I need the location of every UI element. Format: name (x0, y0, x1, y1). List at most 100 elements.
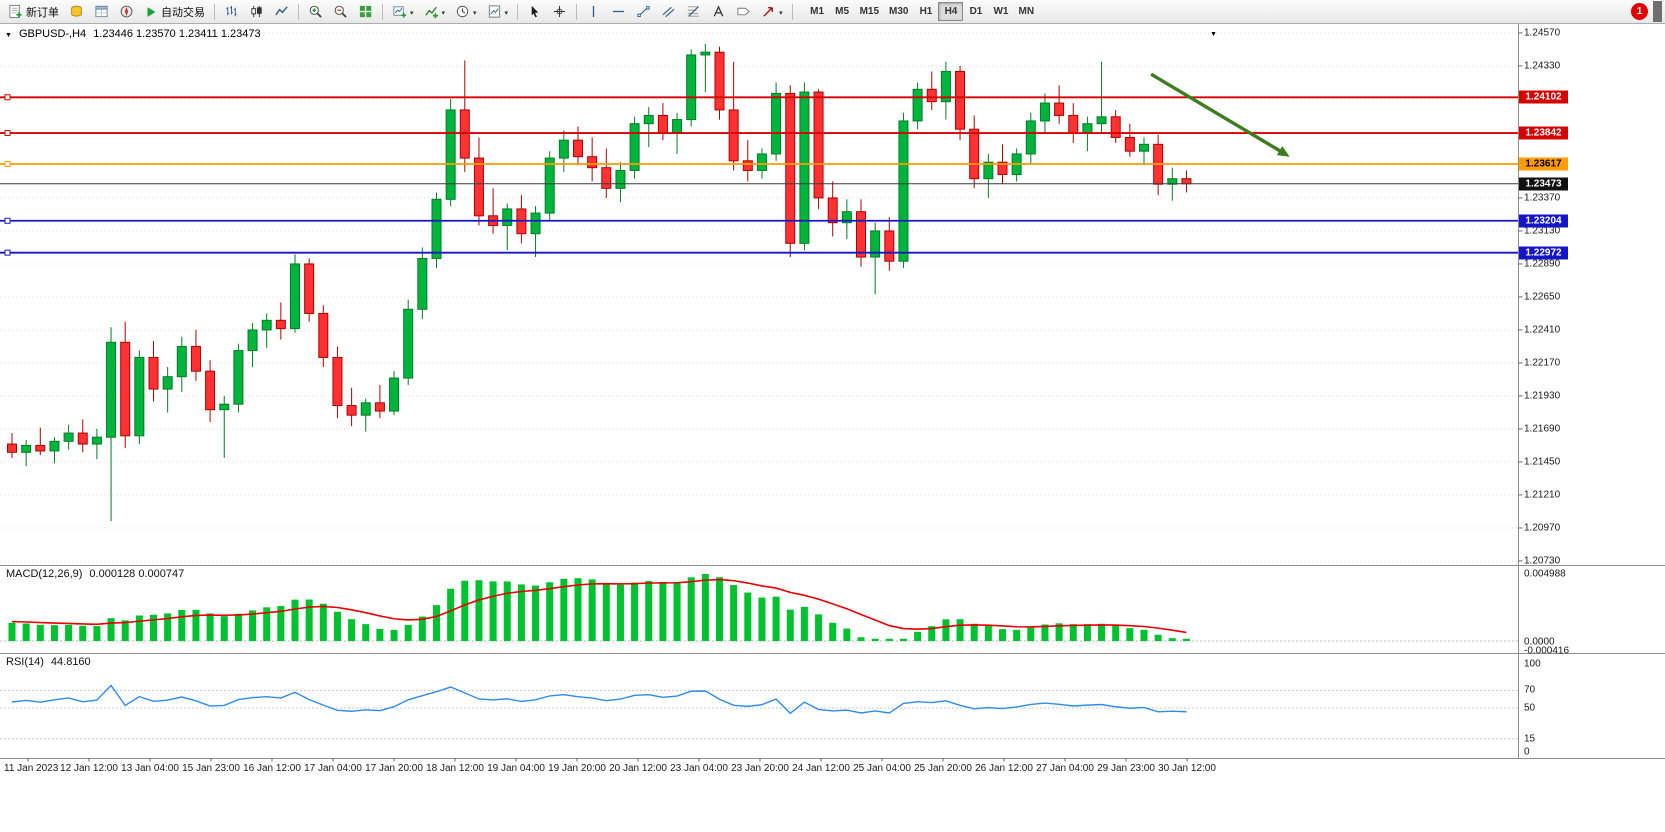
crosshair-button[interactable] (547, 2, 572, 22)
zoom-out-button[interactable] (328, 2, 353, 22)
macd-histogram-bar (588, 579, 596, 642)
trendline-tool-button[interactable] (631, 2, 656, 22)
trend-arrow-line[interactable] (1150, 72, 1286, 156)
line-chart-button[interactable] (269, 2, 294, 22)
macd-histogram-bar (234, 613, 242, 642)
timeframe-toolbar: M1 M5 M15 M30 H1 H4 D1 W1 MN (805, 2, 1039, 21)
line-handle[interactable] (4, 130, 11, 137)
text-tool-button[interactable] (706, 2, 731, 22)
timeframe-M1[interactable]: M1 (805, 2, 830, 21)
macd-histogram-bar (8, 622, 16, 642)
macd-histogram-bar (291, 599, 299, 642)
timeframe-H4[interactable]: H4 (938, 2, 964, 21)
timeframe-H1[interactable]: H1 (913, 2, 938, 21)
macd-histogram-bar (404, 624, 412, 642)
macd-histogram-bar (178, 609, 186, 642)
data-window-button[interactable] (89, 2, 114, 22)
symbol-period-label: GBPUSD-,H4 (18, 28, 87, 40)
label-tool-button[interactable] (731, 2, 756, 22)
macd-histogram-bar (150, 614, 157, 642)
periods-button[interactable] (450, 2, 482, 22)
time-axis-label: 24 Jan 12:00 (792, 763, 850, 774)
candlestick-chart-button[interactable] (244, 2, 269, 22)
line-handle[interactable] (4, 160, 11, 167)
candle-body (1068, 114, 1079, 134)
toolbar: 新订单 自动交易 (0, 0, 1665, 24)
label-icon (737, 7, 750, 16)
line-handle[interactable] (4, 249, 11, 256)
chart-shift-marker[interactable] (1210, 23, 1217, 41)
tile-windows-button[interactable] (353, 2, 378, 22)
candle-body (657, 114, 668, 134)
price-level-badge: 1.23617 (1519, 157, 1568, 171)
candle-body (700, 51, 711, 56)
arrows-tool-button[interactable] (756, 2, 788, 22)
timeframe-M5[interactable]: M5 (830, 2, 855, 21)
candle-body (785, 92, 796, 244)
candle-body (1181, 178, 1192, 185)
vertical-line-tool-button[interactable] (581, 2, 606, 22)
candle-body (912, 88, 923, 122)
candle-body (176, 345, 187, 378)
timeframe-D1[interactable]: D1 (963, 2, 988, 21)
macd-histogram-bar (730, 585, 738, 642)
text-icon (713, 5, 724, 17)
autotrading-button[interactable]: 自动交易 (139, 2, 210, 22)
trend-arrow-head[interactable] (1276, 146, 1290, 157)
candle-body (983, 161, 994, 180)
candle-body (275, 319, 286, 330)
new-order-button[interactable]: 新订单 (3, 2, 64, 22)
new-chart-button[interactable] (387, 2, 419, 22)
channel-tool-button[interactable] (656, 2, 681, 22)
candle-body (1110, 116, 1121, 138)
macd-histogram-bar (1126, 628, 1134, 642)
candle-body (261, 319, 272, 331)
candle-body (714, 51, 725, 111)
rsi-axis-label: 50 (1524, 702, 1536, 714)
market-watch-button[interactable] (64, 2, 89, 22)
zoom-in-button[interactable] (303, 2, 328, 22)
candle-body (1039, 102, 1050, 122)
price-tick-label: 1.22410 (1524, 324, 1561, 336)
macd-histogram-bar (829, 622, 837, 642)
timeframe-W1[interactable]: W1 (988, 2, 1013, 21)
bar-chart-button[interactable] (219, 2, 244, 22)
cursor-button[interactable] (522, 2, 547, 22)
price-tick-label: 1.24330 (1524, 60, 1561, 72)
macd-histogram-bar (602, 582, 610, 642)
timeframe-M15[interactable]: M15 (855, 2, 884, 21)
templates-button[interactable] (482, 2, 514, 22)
navigator-button[interactable] (114, 2, 139, 22)
price-tick-label: 1.21450 (1524, 456, 1561, 468)
rsi-panel-label: RSI(14) 44.8160 (6, 656, 91, 668)
macd-histogram-bar (249, 610, 257, 642)
time-axis-label: 19 Jan 20:00 (548, 763, 606, 774)
line-handle[interactable] (4, 94, 11, 101)
indicators-button[interactable] (419, 2, 451, 22)
candle-body (190, 345, 201, 372)
timeframe-MN[interactable]: MN (1013, 2, 1039, 21)
crosshair-icon (553, 5, 566, 18)
candle-body (827, 197, 838, 224)
candle-body (445, 109, 456, 200)
notification-badge[interactable]: 1 (1631, 3, 1648, 20)
candle-body (431, 198, 442, 259)
zoom-out-icon (334, 5, 347, 18)
macd-histogram-bar (928, 626, 936, 642)
candle-body (332, 356, 343, 407)
timeframe-M30[interactable]: M30 (884, 2, 913, 21)
horizontal-line-tool-button[interactable] (606, 2, 631, 22)
macd-histogram-bar (1027, 627, 1035, 642)
indicators-icon (424, 6, 438, 19)
macd-histogram-bar (319, 603, 327, 642)
time-axis-label: 29 Jan 23:00 (1097, 763, 1155, 774)
fibonacci-tool-button[interactable] (681, 2, 706, 22)
collapse-ohlc-icon[interactable] (5, 28, 12, 40)
macd-histogram-bar (418, 616, 426, 642)
line-handle[interactable] (4, 217, 11, 224)
price-tick-label: 1.20730 (1524, 555, 1561, 567)
macd-histogram-bar (942, 619, 950, 642)
macd-histogram-bar (914, 631, 922, 642)
macd-histogram-bar (1055, 623, 1063, 642)
